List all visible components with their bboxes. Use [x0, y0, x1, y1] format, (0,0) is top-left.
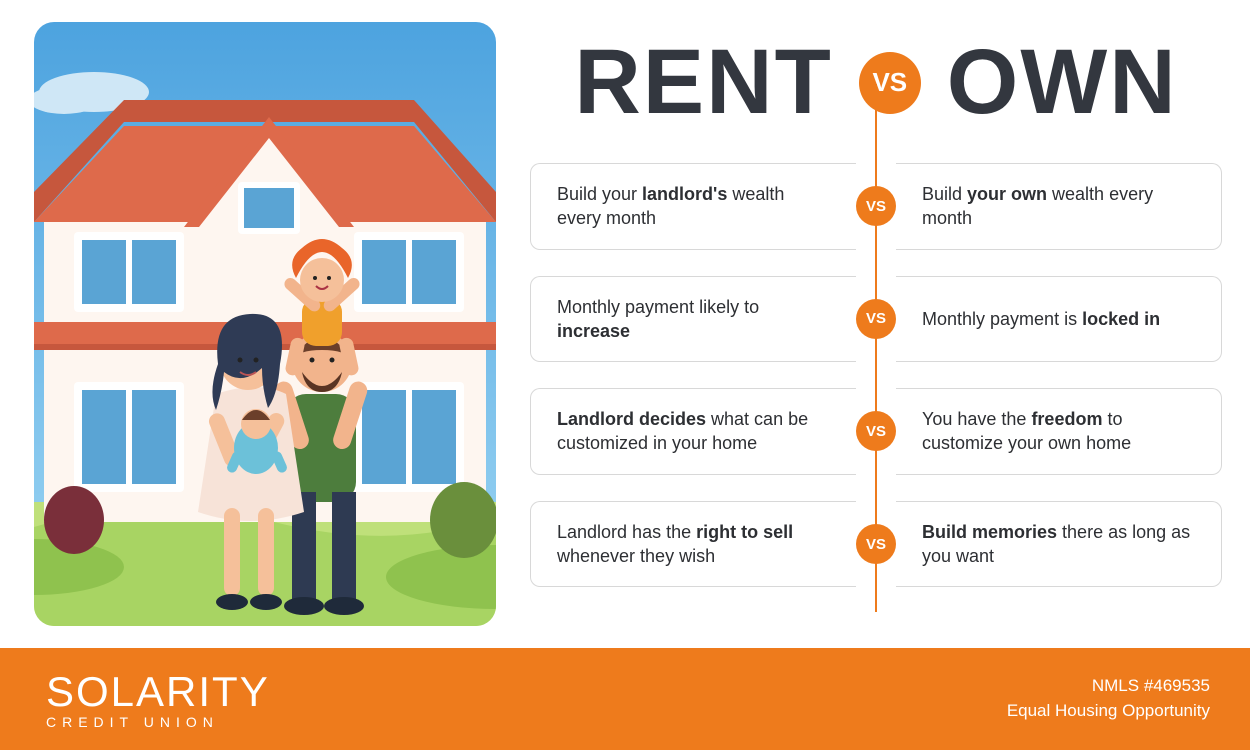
logo-sub: CREDIT UNION — [46, 714, 270, 730]
main-area: RENT VS OWN Build your landlord's wealth… — [0, 0, 1250, 648]
vs-node: VS — [856, 524, 896, 564]
rows-container: Build your landlord's wealth every month… — [530, 163, 1222, 626]
infographic-frame: RENT VS OWN Build your landlord's wealth… — [0, 0, 1250, 750]
footer-disclosure: NMLS #469535 Equal Housing Opportunity — [1007, 674, 1210, 723]
footer-bar: SOLARITY CREDIT UNION NMLS #469535 Equal… — [0, 648, 1250, 750]
vs-node: VS — [856, 299, 896, 339]
rent-cell: Landlord decides what can be customized … — [530, 388, 856, 475]
title-rent: RENT — [574, 30, 832, 135]
rent-cell: Build your landlord's wealth every month — [530, 163, 856, 250]
rent-cell: Monthly payment likely to increase — [530, 276, 856, 363]
rent-cell: Landlord has the right to sell whenever … — [530, 501, 856, 588]
vs-badge: VS — [859, 52, 921, 114]
logo-main: SOLARITY — [46, 668, 270, 716]
vs-node: VS — [856, 411, 896, 451]
own-cell: Monthly payment is locked in — [896, 276, 1222, 363]
vs-node: VS — [856, 186, 896, 226]
comparison-panel: RENT VS OWN Build your landlord's wealth… — [496, 22, 1222, 626]
own-cell: You have the freedom to customize your o… — [896, 388, 1222, 475]
title-own: OWN — [947, 30, 1178, 135]
own-cell: Build memories there as long as you want — [896, 501, 1222, 588]
nmls-text: NMLS #469535 — [1007, 674, 1210, 699]
illustration-svg — [34, 22, 496, 626]
family-house-illustration — [34, 22, 496, 626]
own-cell: Build your own wealth every month — [896, 163, 1222, 250]
eho-text: Equal Housing Opportunity — [1007, 699, 1210, 724]
brand-logo: SOLARITY CREDIT UNION — [46, 668, 270, 730]
